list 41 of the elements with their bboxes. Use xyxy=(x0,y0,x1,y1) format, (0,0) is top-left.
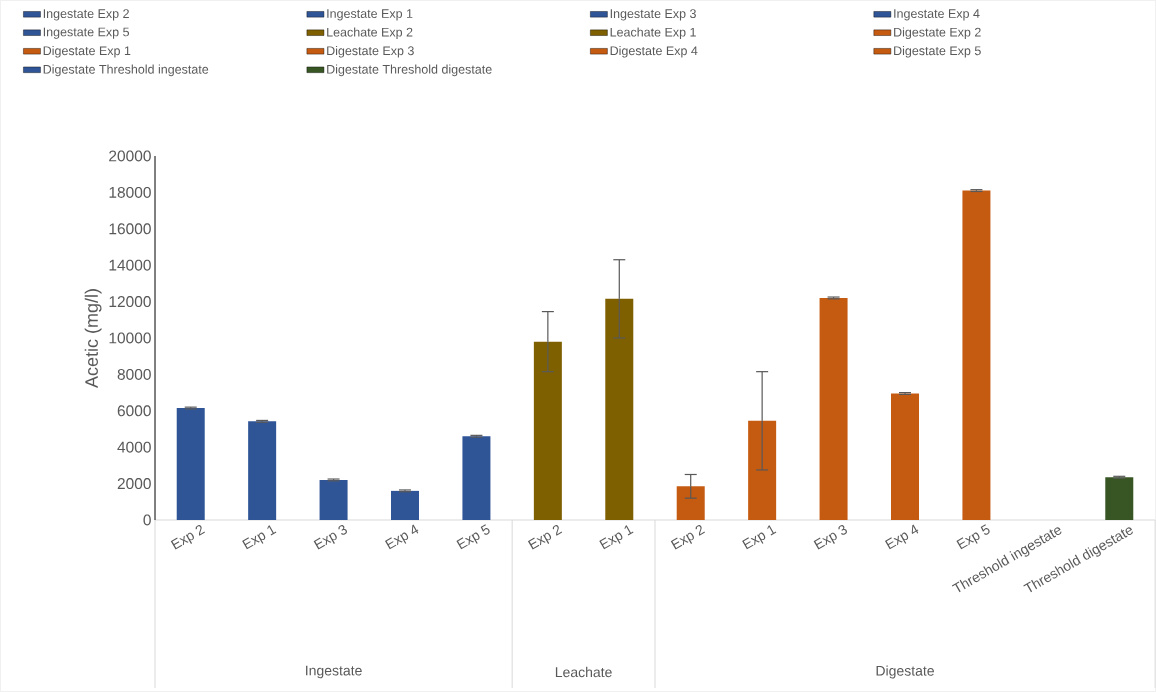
y-tick-label: 14000 xyxy=(109,259,151,271)
x-tick-label: Exp 3 xyxy=(313,525,348,550)
x-tick-label: Exp 2 xyxy=(527,525,563,550)
x-tick-label: Exp 1 xyxy=(742,525,777,550)
legend-label: Leachate Exp 2 xyxy=(327,27,413,40)
legend-label: Digestate Exp 1 xyxy=(43,45,131,58)
x-tick-label: Exp 4 xyxy=(884,524,919,550)
x-tick-label: Exp 2 xyxy=(670,525,705,550)
y-tick-label: 12000 xyxy=(109,296,151,308)
y-axis-title: Acetic (mg/l) xyxy=(84,289,102,388)
x-tick-label: Exp 5 xyxy=(956,524,990,550)
y-tick-label: 10000 xyxy=(109,332,151,344)
legend-label: Ingestate Exp 4 xyxy=(894,9,980,21)
legend-label: Ingestate Exp 5 xyxy=(43,27,130,39)
legend-label: Digestate Threshold ingestate xyxy=(43,64,209,77)
x-tick-label: Exp 5 xyxy=(456,524,490,550)
y-tick-label: 18000 xyxy=(109,186,151,198)
y-tick-label: 6000 xyxy=(117,405,151,417)
x-tick-label: Exp 3 xyxy=(813,525,847,550)
legend-label: Ingestate Exp 1 xyxy=(327,9,413,21)
x-tick-label: Exp 1 xyxy=(599,525,634,550)
legend-label: Digestate Exp 4 xyxy=(610,45,698,58)
y-tick-label: 20000 xyxy=(109,150,151,162)
text: Ingestate xyxy=(306,665,362,679)
legend-label: Ingestate Exp 2 xyxy=(43,9,129,21)
legend-label: Digestate Exp 5 xyxy=(894,45,981,58)
y-tick-label: 4000 xyxy=(117,441,151,453)
y-tick-label: 16000 xyxy=(109,223,151,235)
x-tick-label: Exp 4 xyxy=(384,524,419,550)
legend-label: Ingestate Exp 3 xyxy=(610,9,696,21)
x-tick-label: Exp 2 xyxy=(170,525,205,550)
y-tick-label: 2000 xyxy=(117,478,151,490)
legend-label: Leachate Exp 1 xyxy=(610,27,696,40)
y-tick-label: 0 xyxy=(143,514,151,526)
x-tick-label: Exp 1 xyxy=(242,525,277,550)
legend-label: Digestate Exp 3 xyxy=(327,45,414,58)
y-tick-label: 8000 xyxy=(117,368,151,380)
legend-label: Digestate Threshold digestate xyxy=(327,64,492,77)
text: Leachate xyxy=(555,666,612,678)
text: Digestate xyxy=(876,665,934,679)
legend-label: Digestate Exp 2 xyxy=(894,27,981,40)
